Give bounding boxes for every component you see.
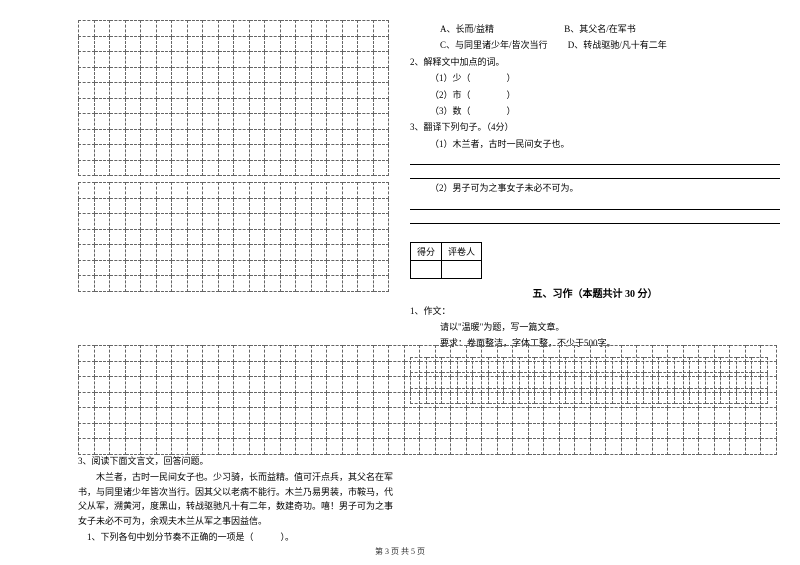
sub-question-1: 1、下列各句中划分节奏不正确的一项是（ ）。 <box>78 530 393 544</box>
answer-blank-2a[interactable] <box>410 198 780 210</box>
choice-b[interactable]: B、其父名/在军书 <box>514 22 636 36</box>
q3t-title: 3、翻译下列句子。（4分） <box>410 120 780 134</box>
choice-row-ab: A、长而/益精 B、其父名/在军书 <box>410 22 780 36</box>
choice-c[interactable]: C、与同里诸少年/皆次当行 <box>410 38 548 52</box>
section-5-title: 五、习作（本题共计 30 分） <box>410 285 780 300</box>
q3t-item2: （2）男子可为之事女子未必不可为。 <box>410 181 780 195</box>
composition-q1: 1、作文： <box>410 304 780 318</box>
q2-item2: （2）市（ ） <box>410 88 780 102</box>
writing-grid-wide <box>78 345 777 455</box>
composition-line1: 请以"温暖"为题，写一篇文章。 <box>410 320 780 334</box>
score-box: 得分 评卷人 <box>410 242 482 279</box>
q2-item3: （3）数（ ） <box>410 104 780 118</box>
writing-grid-top-left <box>78 20 389 176</box>
score-cell-score[interactable]: 得分 <box>411 242 442 260</box>
writing-grid-mid-left <box>78 182 389 292</box>
page-footer: 第 3 页 共 5 页 <box>0 546 800 557</box>
answer-blank-1b[interactable] <box>410 167 780 179</box>
choice-d[interactable]: D、转战驱驰/凡十有二年 <box>568 38 667 52</box>
answer-blank-2b[interactable] <box>410 212 780 224</box>
q2-title: 2、解释文中加点的词。 <box>410 55 780 69</box>
question-3-title: 3、阅读下面文言文，回答问题。 <box>78 454 393 468</box>
passage-body: 木兰者，古时一民间女子也。少习骑，长而益精。值可汗点兵，其父名在军书，与同里诸少… <box>78 470 393 528</box>
score-blank-2[interactable] <box>442 260 482 278</box>
score-blank-1[interactable] <box>411 260 442 278</box>
q2-item1: （1）少（ ） <box>410 71 780 85</box>
answer-blank-1a[interactable] <box>410 153 780 165</box>
score-cell-grader[interactable]: 评卷人 <box>442 242 482 260</box>
choice-a[interactable]: A、长而/益精 <box>410 22 494 36</box>
q3t-item1: （1）木兰者，古时一民间女子也。 <box>410 137 780 151</box>
choice-row-cd: C、与同里诸少年/皆次当行 D、转战驱驰/凡十有二年 <box>410 38 780 52</box>
